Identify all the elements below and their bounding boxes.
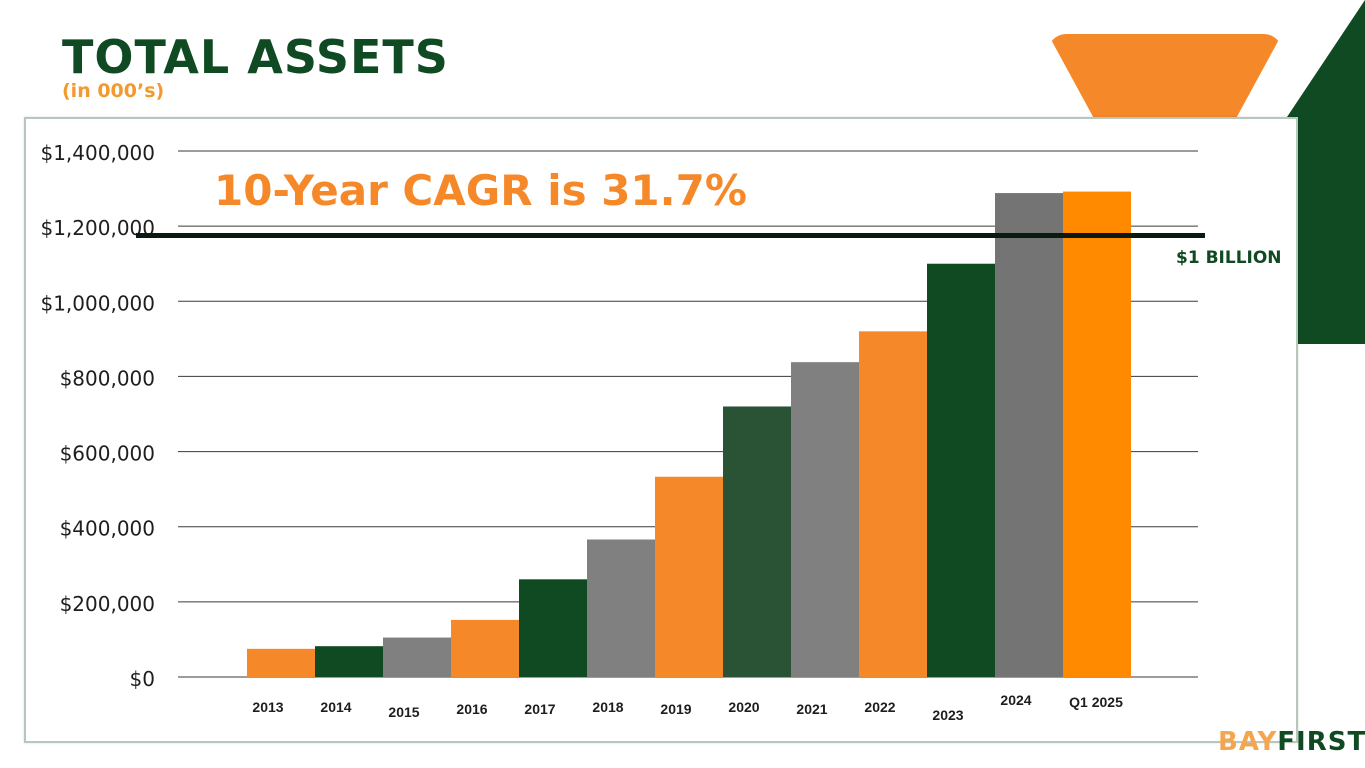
x-tick-label: 2014 [320,699,351,715]
bar-2019 [655,476,723,677]
logo-part-first: FIRST [1277,727,1365,757]
y-tick-label: $1,000,000 [40,291,155,315]
bar-2013 [247,648,315,677]
bar-2020 [723,406,791,677]
x-tick-label: 2020 [728,699,759,715]
x-tick-label: 2017 [524,701,555,717]
bar-q1-2025 [1063,191,1131,677]
page-subtitle: (in 000’s) [62,80,165,102]
y-tick-label: $600,000 [60,442,155,466]
bar-2021 [791,362,859,677]
y-tick-label: $800,000 [60,366,155,390]
x-tick-label: 2015 [388,704,419,720]
x-tick-label: 2018 [592,699,623,715]
x-tick-label: 2019 [660,701,691,717]
bar-2016 [451,619,519,677]
bar-2023 [927,263,995,677]
bayfirst-logo: BAYFIRST [1218,727,1365,757]
bar-2014 [315,646,383,677]
y-tick-label: $1,400,000 [40,141,155,165]
x-tick-label: 2022 [864,699,895,715]
y-tick-label: $1,200,000 [40,216,155,240]
cagr-annotation: 10-Year CAGR is 31.7% [214,166,747,215]
y-tick-label: $0 [130,667,155,691]
decorative-orange-shape [1048,34,1282,120]
x-tick-label: 2021 [796,701,827,717]
billion-reference-label: $1 BILLION [1176,248,1282,268]
x-tick-labels: 2013 2014 2015 2016 2017 2018 2019 2020 2021 2022… [252,692,1123,723]
x-tick-label: 2023 [932,707,963,723]
x-tick-label: 2013 [252,699,283,715]
bar-layer [247,191,1131,677]
x-tick-label: 2024 [1000,692,1031,708]
bar-2018 [587,539,655,677]
bar-2015 [383,637,451,677]
logo-part-bay: BAY [1218,727,1278,757]
y-tick-label: $400,000 [60,517,155,541]
grid-layer: $0 $200,000 $400,000 $600,000 $800,000 $1,000… [40,141,1198,691]
x-tick-label: Q1 2025 [1069,694,1123,710]
bar-2022 [859,331,927,677]
bar-2024 [995,193,1063,677]
x-tick-label: 2016 [456,701,487,717]
y-tick-label: $200,000 [60,592,155,616]
bar-2017 [519,579,587,677]
page-title: TOTAL ASSETS [62,30,449,84]
